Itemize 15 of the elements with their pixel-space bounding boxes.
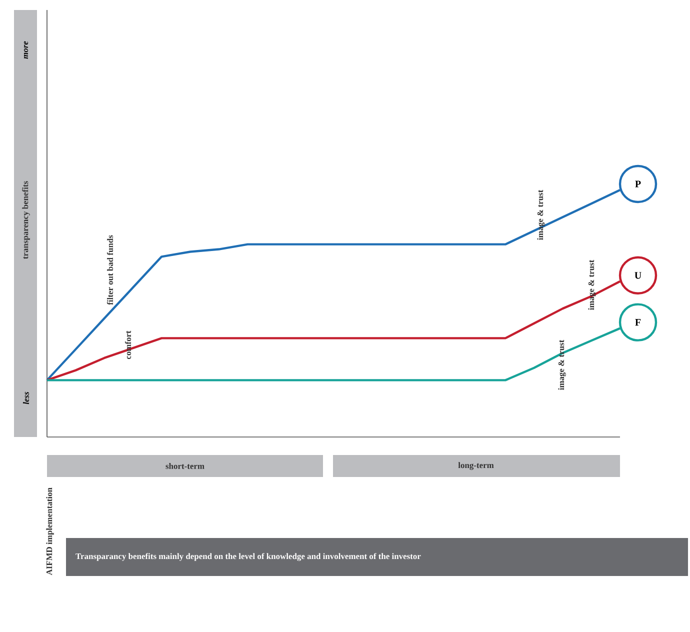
annotation: comfort (124, 330, 132, 360)
text: more (24, 41, 28, 59)
text: AIFMD implementation (46, 488, 54, 576)
annotation: image & trust (588, 260, 596, 310)
legend-label: U (634, 272, 642, 279)
annotation: filter out bad funds (106, 235, 114, 305)
text: less (23, 392, 29, 404)
legend-label: P (635, 180, 641, 188)
text: long-term (458, 462, 494, 470)
annotation: image & trust (558, 340, 566, 390)
text: short-term (166, 463, 204, 469)
legend-label: F (635, 319, 641, 326)
text: Transparancy benefits mainly depend on the level of knowledge and involvement of the investor (76, 553, 421, 561)
y-axis-title: transparency benefits (22, 181, 30, 259)
annotation: image & trust (537, 190, 545, 240)
